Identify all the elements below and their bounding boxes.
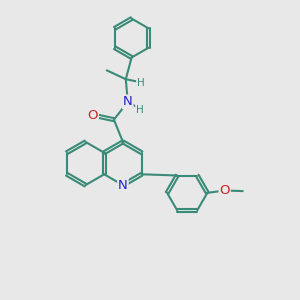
Text: N: N xyxy=(118,178,128,192)
Text: O: O xyxy=(220,184,230,197)
Text: H: H xyxy=(137,78,145,88)
Text: H: H xyxy=(136,105,144,115)
Text: O: O xyxy=(88,109,98,122)
Text: N: N xyxy=(123,95,133,108)
